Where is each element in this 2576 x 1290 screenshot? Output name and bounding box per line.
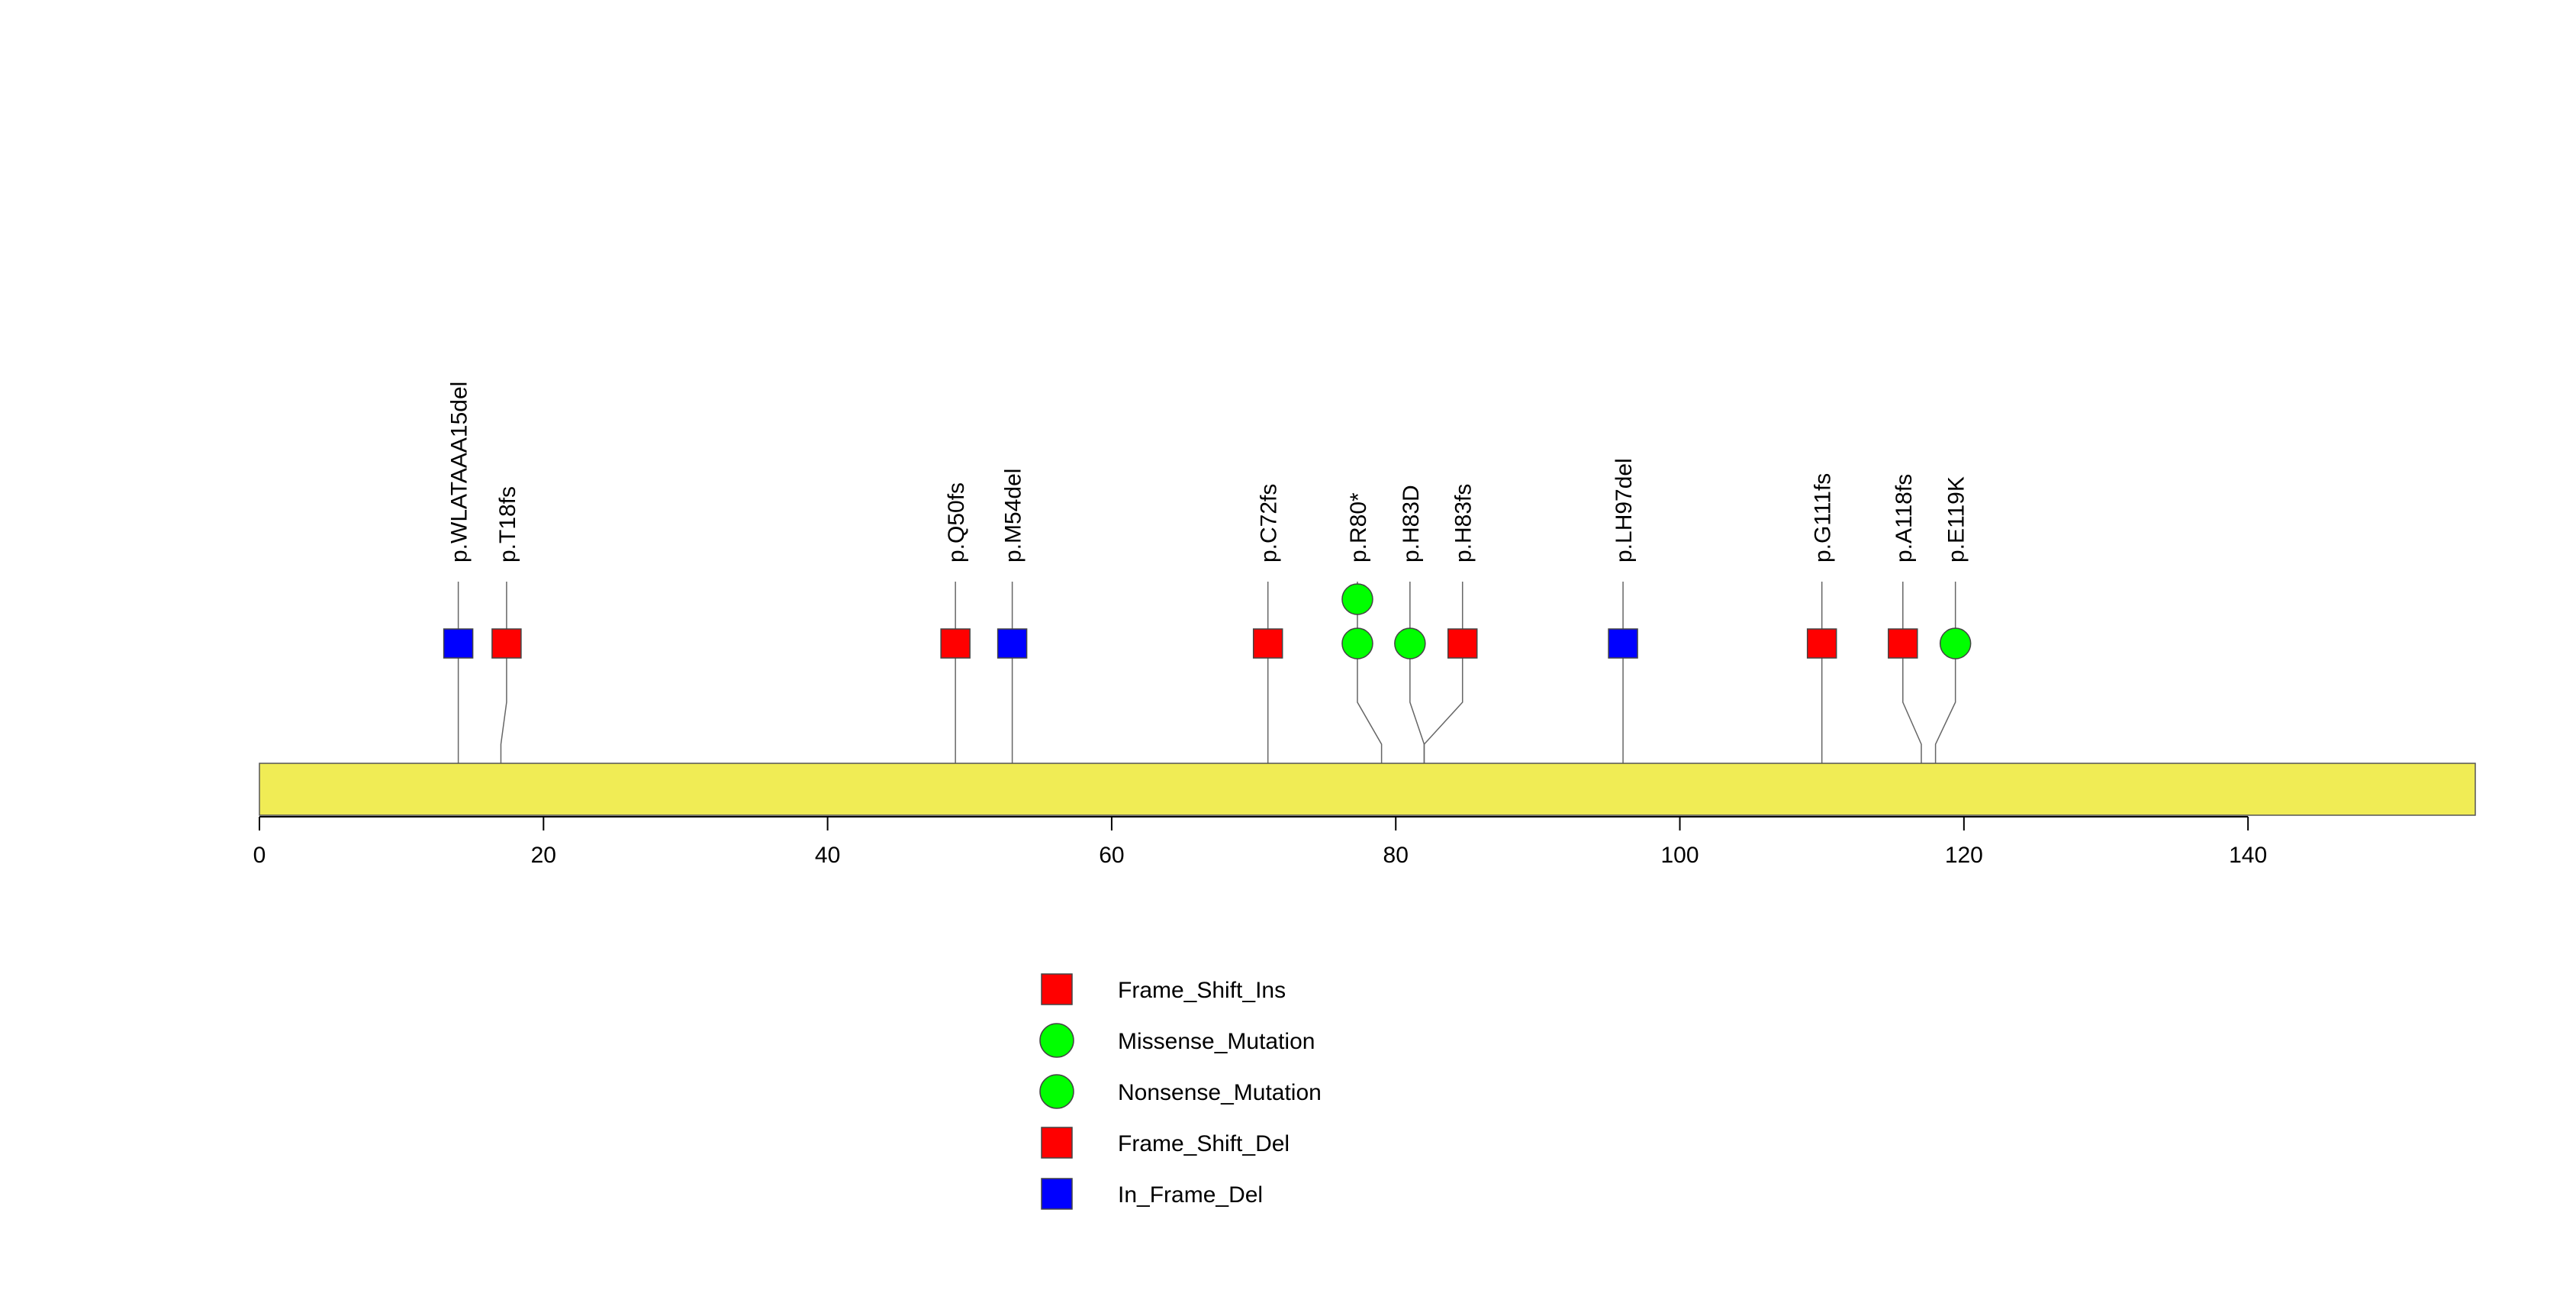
mutation-label: p.M54del <box>1001 469 1026 563</box>
legend-swatch-square <box>1041 1178 1073 1210</box>
x-tick-label: 140 <box>2229 843 2267 868</box>
x-tick-label: 80 <box>1383 843 1409 868</box>
mutation-marker-circle <box>1341 583 1373 615</box>
mutation-label: p.E119K <box>1944 476 1969 563</box>
x-tick-label: 60 <box>1099 843 1124 868</box>
mutation-label: p.H83D <box>1399 485 1424 563</box>
protein-domain-bar <box>259 763 2476 816</box>
mutation-label: p.A118fs <box>1892 474 1917 563</box>
mutation-marker-square <box>1252 628 1283 659</box>
mutation-label: p.G111fs <box>1811 473 1836 563</box>
legend-swatch-circle <box>1039 1023 1074 1058</box>
mutation-label: p.R80* <box>1346 492 1371 563</box>
x-tick-label: 0 <box>253 843 266 868</box>
legend-swatch-square <box>1041 973 1073 1005</box>
legend: Frame_Shift_Ins Missense_Mutation Nonsense… <box>1039 973 1322 1210</box>
x-axis: 0 20 40 60 80 100 120 140 <box>253 816 2267 868</box>
mutation-marker-square <box>940 628 971 659</box>
x-tick-label: 20 <box>531 843 556 868</box>
mutation-label: p.T18fs <box>495 486 520 563</box>
mutation-labels: p.WLATAAA15del p.T18fs p.Q50fs p.M54del p.C7… <box>447 382 1969 563</box>
legend-swatch-square <box>1041 1127 1073 1159</box>
legend-label: In_Frame_Del <box>1118 1182 1263 1208</box>
mutation-marker-circle <box>1939 627 1972 660</box>
mutation-markers <box>443 583 1972 660</box>
x-tick-label: 40 <box>815 843 840 868</box>
mutation-marker-square <box>1447 628 1478 659</box>
mutation-marker-circle <box>1341 627 1373 660</box>
mutation-marker-square <box>1806 628 1837 659</box>
mutation-label: p.Q50fs <box>944 482 969 563</box>
mutation-marker-square <box>443 628 474 659</box>
legend-swatch-circle <box>1039 1074 1074 1109</box>
mutation-label: p.H83fs <box>1451 484 1476 563</box>
legend-label: Frame_Shift_Ins <box>1118 978 1286 1003</box>
mutation-marker-circle <box>1394 627 1426 660</box>
legend-label: Nonsense_Mutation <box>1118 1080 1322 1105</box>
mutation-label: p.C72fs <box>1257 484 1282 563</box>
x-tick-label: 100 <box>1661 843 1699 868</box>
mutation-marker-square <box>997 628 1028 659</box>
mutation-marker-square <box>1888 628 1918 659</box>
mutation-label: p.WLATAAA15del <box>447 382 472 563</box>
mutation-label: p.LH97del <box>1612 458 1637 563</box>
mutation-marker-square <box>491 628 522 659</box>
mutation-marker-square <box>1608 628 1638 659</box>
x-tick-label: 120 <box>1945 843 1983 868</box>
legend-label: Frame_Shift_Del <box>1118 1131 1290 1156</box>
legend-label: Missense_Mutation <box>1118 1029 1315 1054</box>
